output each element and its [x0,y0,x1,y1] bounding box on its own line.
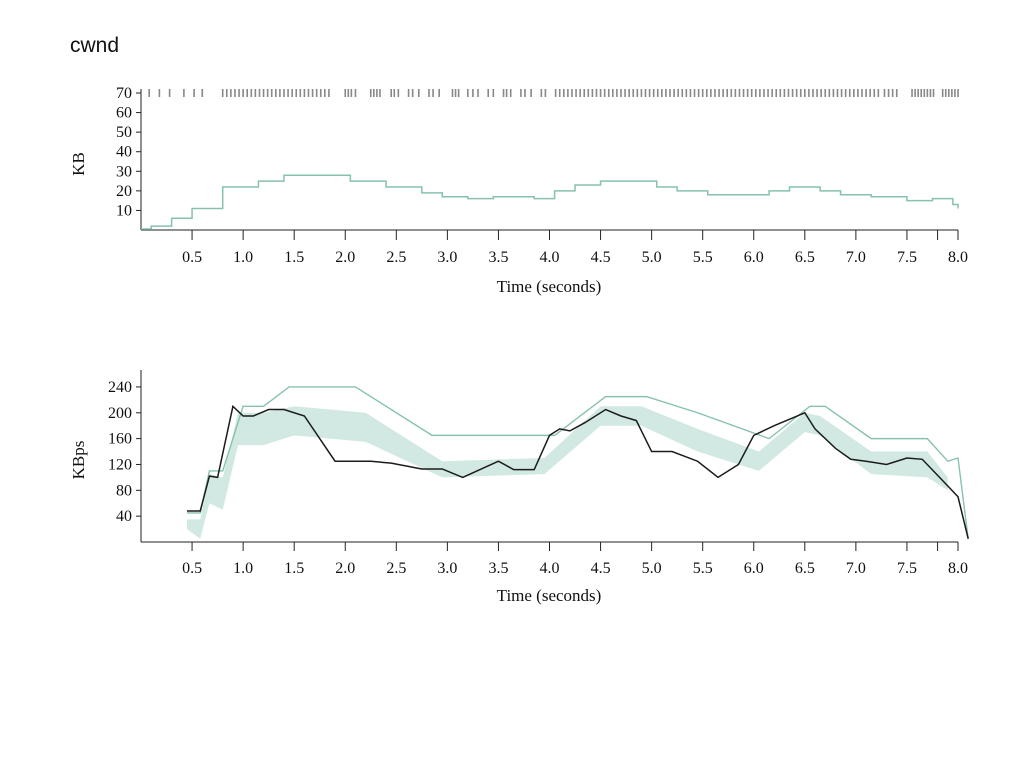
y-tick-label: 20 [116,183,132,200]
x-tick-label: 7.0 [846,560,866,577]
throughput-chart: KBps Time (seconds) 40 80 120 160 200 240 0.5 1… [69,370,969,605]
x-tick-label: 1.5 [284,560,304,577]
x-axis-label: Time (seconds) [497,277,602,296]
x-tick-label: 1.5 [284,249,304,266]
x-tick-label: 2.0 [335,560,355,577]
y-axis-label: KB [69,152,88,176]
x-tick-label: 1.0 [233,249,253,266]
throughput-line [186,404,969,539]
y-tick-label: 80 [116,482,132,499]
x-tick-label: 0.5 [182,560,202,577]
x-tick-label: 8.0 [948,560,968,577]
y-tick-label: 40 [116,144,132,161]
y-tick-label: 30 [116,163,132,180]
x-tick-label: 3.0 [437,249,457,266]
cwnd-chart: KB Time (seconds) 10 20 30 40 50 60 70 0.5 1.0 1.… [69,85,968,296]
x-tick-label: 5.5 [693,249,713,266]
x-axis-label: Time (seconds) [497,586,602,605]
x-tick-label: 4.0 [540,560,560,577]
y-axis-label: KBps [69,441,88,480]
range-band [186,406,948,539]
x-tick-label: 8.0 [948,249,968,266]
x-tick-label: 3.5 [488,249,508,266]
upper-series-line [186,386,969,539]
y-tick-label: 120 [108,456,132,473]
x-tick-label: 7.5 [897,560,917,577]
x-tick-label: 6.0 [744,560,764,577]
x-tick-label: 6.5 [795,560,815,577]
y-tick-label: 40 [116,508,132,525]
y-tick-label: 240 [108,379,132,396]
page-title: cwnd [70,34,120,57]
y-tick-label: 50 [116,124,132,141]
x-tick-label: 3.5 [488,560,508,577]
x-tick-label: 4.5 [591,560,611,577]
cwnd-step-line [141,174,959,230]
x-tick-label: 2.5 [386,560,406,577]
y-tick-label: 200 [108,405,132,422]
x-tick-label: 6.0 [744,249,764,266]
x-tick-label: 7.5 [897,249,917,266]
x-tick-label: 4.5 [591,249,611,266]
x-tick-label: 5.0 [642,249,662,266]
x-tick-label: 6.5 [795,249,815,266]
x-tick-label: 1.0 [233,560,253,577]
x-tick-label: 3.0 [437,560,457,577]
y-tick-label: 10 [116,202,132,219]
y-tick-label: 60 [116,105,132,122]
x-tick-label: 2.5 [386,249,406,266]
x-tick-label: 4.0 [540,249,560,266]
x-tick-label: 2.0 [335,249,355,266]
x-tick-label: 5.5 [693,560,713,577]
x-tick-label: 5.0 [642,560,662,577]
x-tick-label: 0.5 [182,249,202,266]
x-tick-label: 7.0 [846,249,866,266]
y-tick-label: 70 [116,85,132,102]
y-tick-label: 160 [108,431,132,448]
